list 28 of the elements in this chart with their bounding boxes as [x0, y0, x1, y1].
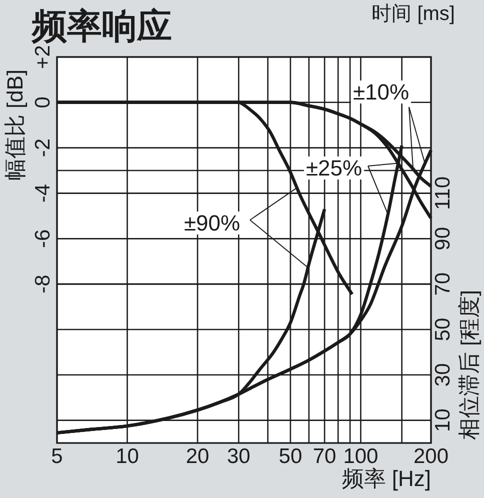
x-tick-label: 200	[413, 445, 449, 468]
x-tick-label: 100	[343, 445, 378, 468]
x-axis-title: 频率 [Hz]	[342, 466, 431, 491]
y2-tick-label: 10	[432, 408, 454, 432]
x-tick-label: 5	[51, 445, 63, 468]
text: 时间 [ms]	[372, 3, 455, 25]
y2-tick-label: 30	[432, 363, 454, 387]
x-tick-label: 10	[116, 445, 139, 468]
y-tick-label: -6	[32, 229, 54, 248]
y-tick-label: -2	[32, 138, 54, 158]
y2-axis-title: 相位滞后 [程度]	[456, 290, 482, 440]
y2-tick-label: 110	[432, 176, 454, 210]
series-label: ±10%	[352, 80, 410, 104]
series-label: ±25%	[306, 156, 362, 180]
x-tick-label: 70	[312, 445, 336, 468]
y2-tick-label: 70	[432, 272, 454, 296]
series-label: ±90%	[184, 210, 240, 236]
x-tick-label: 20	[186, 445, 210, 468]
chart-title: 频率响应	[31, 7, 172, 46]
y2-tick-label: 50	[432, 318, 454, 342]
y-tick-label: -4	[32, 184, 54, 203]
y2-tick-label: 90	[432, 226, 454, 250]
y-tick-label: 0	[32, 96, 54, 108]
y-tick-label: +2	[32, 45, 54, 69]
y-tick-label: -8	[32, 274, 54, 294]
x-tick-label: 50	[278, 445, 302, 468]
x-tick-label: 30	[226, 445, 250, 468]
y-axis-title: 幅值比 [dB]	[2, 69, 28, 181]
